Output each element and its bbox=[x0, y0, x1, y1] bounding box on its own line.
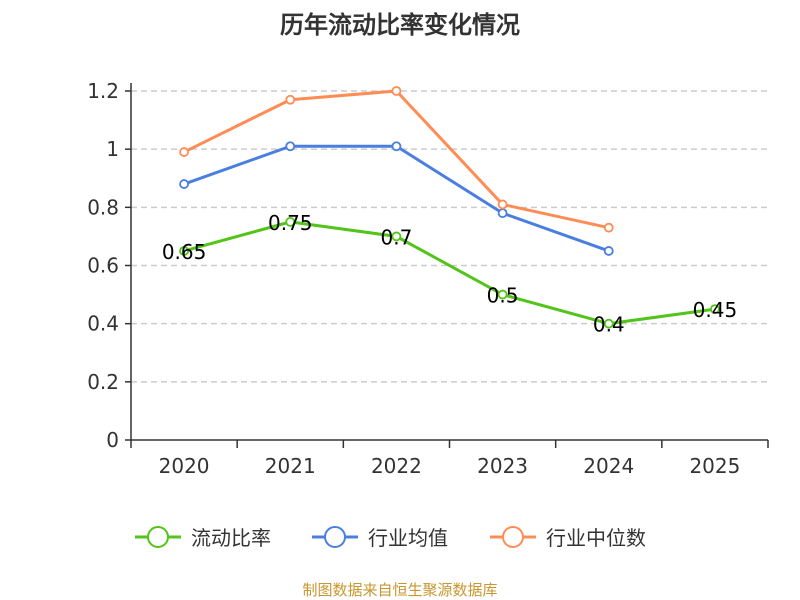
data-label: 0.75 bbox=[268, 211, 313, 235]
x-tick-label: 2022 bbox=[371, 454, 422, 478]
data-point bbox=[391, 86, 402, 96]
data-point bbox=[179, 147, 189, 157]
chart-title: 历年流动比率变化情况 bbox=[280, 11, 520, 39]
data-point bbox=[179, 179, 189, 189]
x-tick-label: 2020 bbox=[159, 454, 210, 478]
source-note: 制图数据来自恒生聚源数据库 bbox=[302, 581, 497, 599]
y-tick-label: 0.2 bbox=[87, 370, 119, 394]
data-point bbox=[710, 304, 720, 315]
legend-label: 行业均值 bbox=[368, 526, 448, 550]
x-tick-label: 2023 bbox=[477, 454, 528, 478]
data-point bbox=[497, 289, 508, 300]
data-point bbox=[497, 199, 508, 210]
data-point bbox=[603, 222, 614, 233]
y-tick-label: 0.6 bbox=[87, 254, 119, 278]
data-label: 0.45 bbox=[693, 298, 738, 322]
data-point bbox=[603, 318, 614, 329]
data-label: 0.4 bbox=[593, 313, 625, 337]
y-tick-label: 1.2 bbox=[87, 79, 119, 103]
data-label: 0.5 bbox=[487, 284, 519, 308]
data-label: 0.7 bbox=[381, 225, 413, 249]
data-label: 0.65 bbox=[162, 240, 207, 264]
data-point bbox=[391, 141, 402, 152]
data-point bbox=[285, 216, 296, 227]
data-point bbox=[391, 231, 402, 242]
data-point bbox=[497, 208, 508, 219]
data-point bbox=[285, 141, 296, 152]
legend-label: 流动比率 bbox=[191, 526, 271, 550]
y-tick-label: 0.4 bbox=[87, 312, 119, 336]
series-line-0 bbox=[183, 220, 716, 326]
data-point bbox=[603, 246, 614, 256]
x-tick-label: 2021 bbox=[265, 454, 316, 478]
legend-marker bbox=[147, 526, 169, 548]
x-tick-label: 2024 bbox=[583, 454, 634, 478]
legend-label: 行业中位数 bbox=[546, 526, 646, 550]
data-point bbox=[285, 94, 296, 105]
data-point bbox=[179, 246, 189, 256]
legend-marker bbox=[324, 526, 346, 548]
y-tick-label: 1 bbox=[106, 137, 119, 161]
x-tick-label: 2025 bbox=[689, 454, 740, 478]
y-tick-label: 0 bbox=[106, 428, 119, 452]
legend-marker bbox=[502, 526, 524, 548]
y-tick-label: 0.8 bbox=[87, 195, 119, 219]
